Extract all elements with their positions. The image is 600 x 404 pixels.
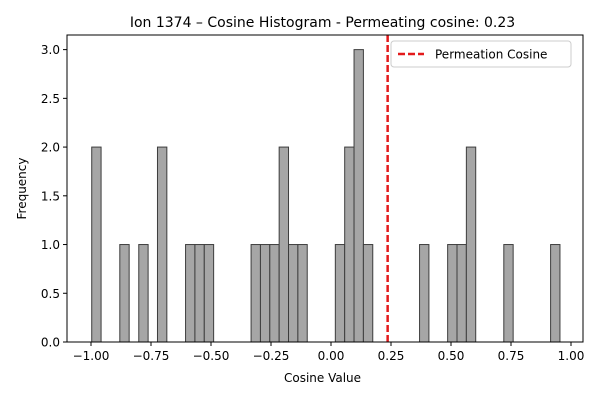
legend-box bbox=[390, 40, 572, 68]
histogram-bar-5 bbox=[194, 244, 205, 343]
histogram-bar-1 bbox=[119, 244, 130, 343]
x-tick-label: 0.75 bbox=[498, 349, 525, 363]
legend: Permeation Cosine bbox=[390, 40, 572, 68]
chart-title: Ion 1374 – Cosine Histogram - Permeating… bbox=[130, 15, 515, 31]
x-tick-label: 0.00 bbox=[318, 349, 345, 363]
y-tick-label: 0.5 bbox=[41, 287, 60, 301]
histogram-bar-19 bbox=[456, 244, 467, 343]
histogram-bar-6 bbox=[203, 244, 215, 343]
x-axis: −1.00 −0.75 −0.50 −0.25 0.00 0.25 0.50 0.75 1.00 bbox=[73, 342, 585, 363]
y-tick-label: 2.5 bbox=[41, 92, 60, 106]
histogram-bar-22 bbox=[550, 244, 561, 343]
histogram-bar-8 bbox=[259, 244, 271, 343]
x-tick-label: −0.25 bbox=[253, 349, 290, 363]
histogram-bar-9 bbox=[269, 244, 280, 343]
y-tick-label: 2.0 bbox=[41, 141, 60, 155]
histogram-bar-15 bbox=[353, 49, 364, 343]
histogram-bar-14 bbox=[344, 146, 355, 343]
x-axis-label: Cosine Value bbox=[284, 371, 361, 385]
y-tick-label: 3.0 bbox=[41, 43, 60, 57]
y-tick-label: 0.0 bbox=[41, 336, 60, 350]
histogram-bar-2 bbox=[138, 244, 149, 343]
y-axis: 0.0 0.5 1.0 1.5 2.0 2.5 3.0 bbox=[41, 43, 67, 350]
x-tick-label: −0.75 bbox=[133, 349, 170, 363]
y-axis-label: Frequency bbox=[15, 158, 29, 220]
plot-frame bbox=[66, 34, 584, 343]
histogram-bar-4 bbox=[185, 244, 196, 343]
histogram-bar-13 bbox=[334, 244, 346, 343]
y-tick-label: 1.0 bbox=[41, 238, 60, 252]
histogram-bar-7 bbox=[250, 244, 261, 343]
y-tick-label: 1.5 bbox=[41, 189, 60, 203]
x-tick-label: −1.00 bbox=[73, 349, 110, 363]
histogram-bar-0 bbox=[91, 146, 102, 343]
histogram-bar-17 bbox=[419, 244, 430, 343]
histogram-bar-20 bbox=[465, 146, 477, 343]
x-tick-label: −0.50 bbox=[193, 349, 230, 363]
x-tick-label: 1.00 bbox=[558, 349, 585, 363]
histogram-bar-3 bbox=[156, 146, 168, 343]
histogram-bar-16 bbox=[362, 244, 374, 343]
x-tick-label: 0.50 bbox=[438, 349, 465, 363]
histogram-bar-10 bbox=[278, 146, 290, 343]
histogram-bar-11 bbox=[288, 244, 299, 343]
x-tick-label: 0.25 bbox=[378, 349, 405, 363]
histogram-bar-18 bbox=[447, 244, 458, 343]
histogram-bar-21 bbox=[503, 244, 514, 343]
histogram-bar-12 bbox=[297, 244, 308, 343]
legend-entry-permeation-cosine: Permeation Cosine bbox=[435, 48, 547, 62]
